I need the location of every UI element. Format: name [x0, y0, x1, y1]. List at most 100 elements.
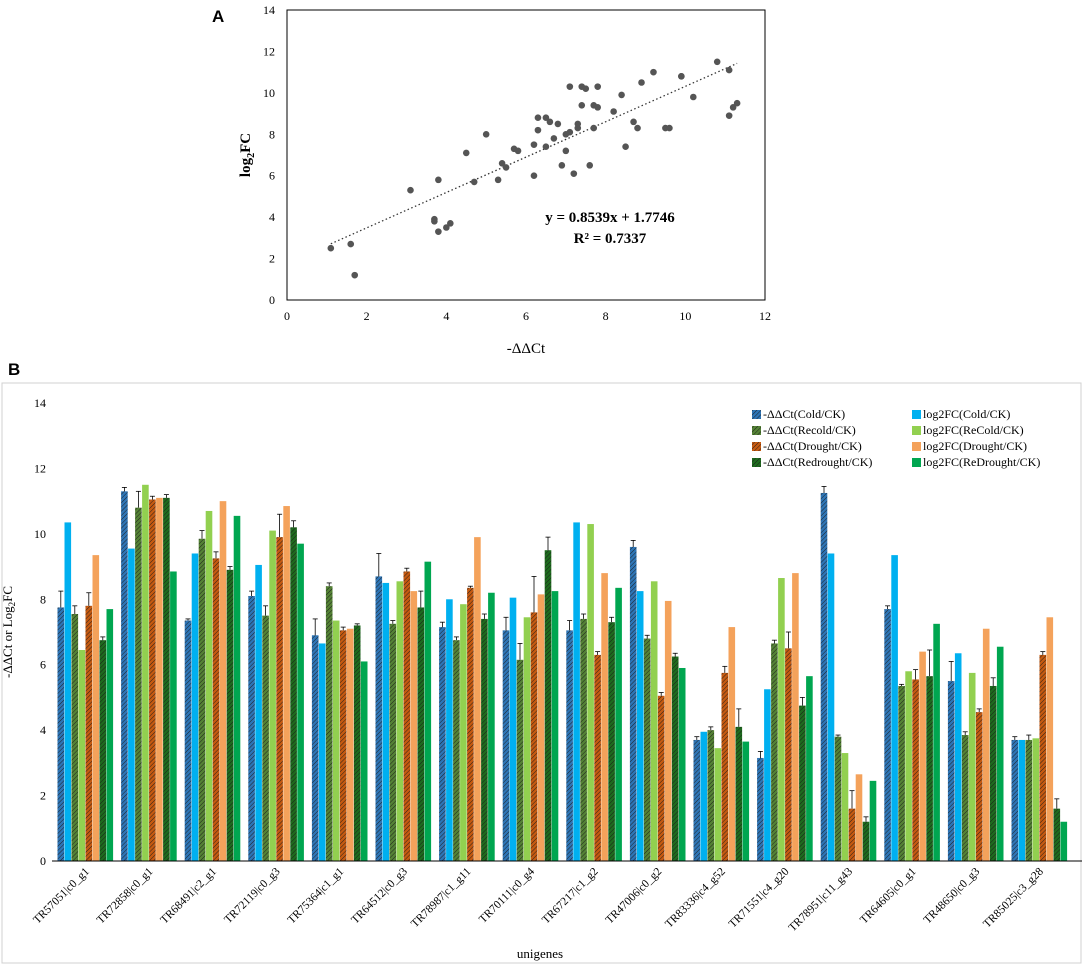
bar — [820, 492, 828, 861]
scatter-point — [554, 120, 562, 128]
bar — [530, 612, 538, 861]
scatter-point — [435, 228, 442, 235]
bar — [700, 731, 708, 861]
scatter-point — [618, 91, 625, 99]
bar — [721, 672, 729, 861]
bar — [573, 522, 580, 861]
bar-chart-border — [1, 382, 1082, 964]
legend-entry: -ΔΔCt(Cold/CK) — [763, 407, 845, 421]
bar — [905, 671, 912, 861]
bar — [502, 630, 510, 861]
bar — [170, 571, 177, 861]
scatter-x-tick-label: 12 — [759, 309, 771, 323]
bar-y-tick-label: 2 — [40, 789, 46, 803]
bar — [1046, 617, 1054, 861]
scatter-point — [498, 159, 506, 167]
bar — [671, 656, 679, 861]
bar — [764, 689, 771, 861]
bar — [912, 679, 919, 861]
bar — [891, 555, 898, 861]
bar — [375, 576, 383, 861]
legend-swatch — [912, 410, 921, 419]
scatter-point — [725, 66, 733, 74]
bar — [128, 548, 135, 861]
scatter-point — [470, 178, 478, 186]
bar — [657, 695, 665, 861]
scatter-point — [327, 244, 335, 252]
bar — [339, 630, 347, 861]
bar — [64, 522, 72, 861]
category-label: TR48650|c0_g3 — [922, 865, 983, 926]
bar — [1053, 808, 1061, 861]
bar-y-tick-label: 4 — [40, 723, 46, 737]
bar — [926, 676, 933, 861]
scatter-y-tick-label: 4 — [269, 210, 275, 224]
scatter-point — [666, 124, 673, 132]
legend-entry: -ΔΔCt(Recold/CK) — [763, 423, 856, 437]
bar — [135, 507, 142, 861]
bar-x-axis-label: unigenes — [517, 946, 563, 961]
bar — [643, 638, 651, 861]
scatter-point — [435, 176, 442, 184]
bar-y-tick-label: 0 — [40, 854, 46, 868]
bar — [869, 780, 877, 861]
category-label: TR75364|c1_g1 — [286, 865, 347, 926]
bar — [516, 659, 524, 861]
bar — [78, 649, 86, 861]
bar — [276, 537, 283, 861]
scatter-point — [574, 124, 582, 132]
bar — [841, 753, 849, 861]
scatter-point — [407, 186, 414, 194]
bar — [99, 640, 107, 861]
bar — [198, 538, 206, 861]
category-label: TR83336|c4_g52 — [663, 865, 728, 930]
category-label: TR47006|c0_g2 — [604, 865, 665, 926]
bar — [509, 597, 517, 861]
scatter-x-tick-label: 4 — [443, 309, 449, 323]
bar — [742, 741, 750, 861]
category-label: TR57051|c0_g1 — [31, 865, 92, 926]
scatter-x-tick-label: 6 — [523, 309, 529, 323]
bar — [785, 648, 792, 861]
bar — [566, 630, 573, 861]
bar — [778, 578, 785, 861]
bar — [544, 550, 552, 861]
bar — [1011, 739, 1019, 861]
bar — [594, 654, 601, 861]
bar — [650, 581, 658, 861]
category-label: TR64512|c0_g3 — [349, 865, 410, 926]
bar — [771, 643, 778, 861]
bar — [975, 712, 983, 861]
bar — [1060, 821, 1068, 861]
scatter-point — [546, 118, 554, 126]
bar — [806, 676, 813, 861]
bar — [149, 499, 156, 861]
bar — [961, 735, 969, 861]
bar — [262, 615, 269, 861]
bar — [587, 524, 594, 861]
legend-entry: log2FC(Drought/CK) — [923, 439, 1027, 453]
scatter-point — [558, 162, 566, 169]
bar — [693, 739, 701, 861]
bar — [855, 774, 863, 861]
bar — [678, 667, 686, 861]
panel-a-label: A — [212, 7, 224, 26]
legend-swatch — [752, 458, 761, 467]
scatter-point — [534, 126, 542, 134]
bar — [1018, 739, 1026, 861]
bar — [728, 627, 736, 861]
bar — [608, 622, 615, 861]
bar — [989, 685, 997, 861]
scatter-point — [582, 85, 590, 93]
bar — [255, 564, 262, 861]
bar — [996, 646, 1004, 861]
scatter-point — [630, 118, 637, 126]
regression-equation: y = 0.8539x + 1.7746 — [545, 210, 675, 226]
bar — [57, 607, 65, 861]
bar — [283, 506, 290, 861]
scatter-point — [482, 130, 490, 138]
scatter-panel: 0 2 4 6 8 10 12 0 2 4 6 8 10 12 14 -ΔΔCt log2FC y = 0… — [238, 3, 771, 357]
bar — [1032, 738, 1040, 861]
